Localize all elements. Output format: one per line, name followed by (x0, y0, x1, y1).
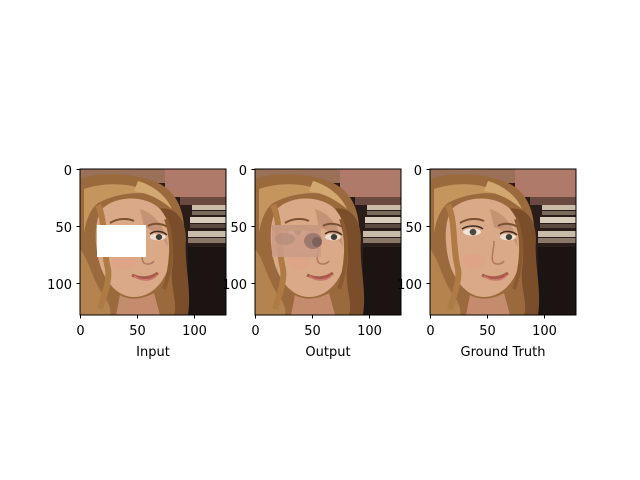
panel-ground-truth-frame (429, 168, 577, 316)
xtick-label: 50 (129, 324, 146, 339)
panel-output-xaxis: 0 50 100 Output (251, 315, 382, 360)
panel-input-frame (79, 168, 227, 316)
panel-ground-truth-yaxis: 0 50 100 (397, 164, 430, 293)
ytick-label: 100 (397, 278, 422, 293)
panel-input: 0 50 100 0 50 100 Input (47, 164, 226, 360)
ytick-label: 0 (239, 164, 247, 179)
xtick-label: 0 (426, 324, 434, 339)
panel-output-image (255, 169, 401, 315)
panel-output-xlabel: Output (305, 345, 350, 360)
output-inpainted-region (272, 225, 322, 257)
ytick-label: 0 (64, 164, 72, 179)
xtick-label: 100 (532, 324, 557, 339)
panel-ground-truth-xaxis: 0 50 100 Ground Truth (426, 315, 557, 360)
panel-input-xlabel: Input (136, 345, 170, 360)
xtick-label: 0 (76, 324, 84, 339)
ytick-label: 50 (405, 221, 422, 236)
xtick-label: 0 (251, 324, 259, 339)
ytick-label: 0 (414, 164, 422, 179)
ytick-label: 100 (222, 278, 247, 293)
xtick-label: 50 (479, 324, 496, 339)
xtick-label: 100 (182, 324, 207, 339)
panel-input-yaxis: 0 50 100 (47, 164, 80, 293)
input-mask-rect (97, 225, 146, 257)
panel-input-xaxis: 0 50 100 Input (76, 315, 207, 360)
panel-input-image (80, 169, 226, 315)
ytick-label: 100 (47, 278, 72, 293)
panel-output: 0 50 100 0 50 100 Output (222, 164, 401, 360)
ytick-label: 50 (55, 221, 72, 236)
xtick-label: 100 (357, 324, 382, 339)
panel-output-yaxis: 0 50 100 (222, 164, 255, 293)
panel-ground-truth-image (430, 169, 576, 315)
panel-output-frame (254, 168, 402, 316)
panel-ground-truth: 0 50 100 0 50 100 Ground Truth (397, 164, 576, 360)
panel-ground-truth-xlabel: Ground Truth (461, 345, 546, 360)
ytick-label: 50 (230, 221, 247, 236)
xtick-label: 50 (304, 324, 321, 339)
